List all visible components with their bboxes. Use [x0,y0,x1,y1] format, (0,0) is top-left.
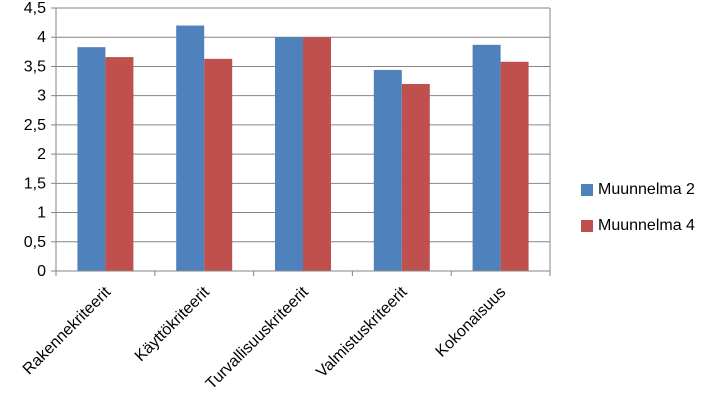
y-tick-label: 4 [37,29,46,46]
y-tick-label: 1,5 [24,175,46,192]
y-tick-label: 2 [37,146,46,163]
legend-item-series-1: Muunnelma 2 [581,180,695,200]
bar-series-1-2 [275,37,303,271]
bar-series-2-1 [204,58,233,272]
bar-series-1-1 [176,25,205,272]
x-tick-label: Käyttökriteerit [132,283,214,365]
y-tick-labels: 0 0,5 1 1,5 2 2,5 3 3,5 4 4,5 [24,0,46,280]
x-tick-label: Turvallisuuskriteerit [203,283,312,392]
y-tick-label: 4,5 [24,0,46,17]
y-tick-label: 3,5 [24,58,46,75]
x-tick-label: Kokonaisuus [433,284,510,361]
x-tick-label: Valmistuskriteerit [313,283,411,381]
y-tick-label: 1 [37,205,46,222]
y-tick-label: 2,5 [24,117,46,134]
bar-series-2-0 [105,57,134,271]
axes [51,7,551,276]
legend-swatch-series-1 [581,184,593,196]
y-tick-label: 3 [37,88,46,105]
legend: Muunnelma 2 Muunnelma 4 [581,180,695,252]
legend-item-series-2: Muunnelma 4 [581,216,695,236]
legend-label-series-2: Muunnelma 4 [598,217,695,234]
bar-series-1-0 [77,47,106,271]
bars [77,25,529,272]
legend-swatch-series-2 [581,220,593,232]
y-tick-label: 0 [37,263,46,280]
legend-label-series-1: Muunnelma 2 [598,181,695,198]
x-tick-labels: Rakennekriteerit KäyttökriteeritTurvallis… [20,283,510,392]
bar-series-1-4 [472,44,501,271]
bar-series-2-4 [500,61,529,271]
x-tick-label: Rakennekriteerit [20,283,115,378]
bar-series-2-2 [303,37,331,271]
y-tick-label: 0,5 [24,234,46,251]
bar-series-1-3 [373,69,402,271]
bar-series-2-3 [401,83,430,271]
